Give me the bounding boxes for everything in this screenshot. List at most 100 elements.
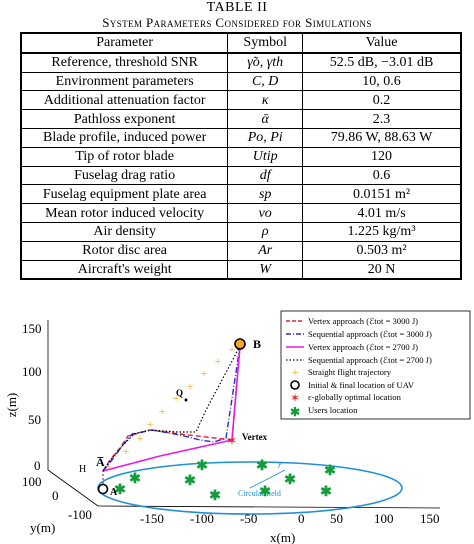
straight-flight-marker: + — [159, 404, 166, 418]
user-marker: ✱ — [324, 464, 336, 479]
legend-box — [280, 310, 471, 420]
x-tick-neg100: -100 — [190, 511, 214, 526]
circular-field-label: Circular field — [238, 489, 281, 498]
value-cell: 20 N — [302, 259, 462, 280]
straight-flight-marker: + — [173, 391, 180, 405]
legend-swatch-optimal-star-icon: ✶ — [290, 391, 300, 405]
x-axis-line — [97, 505, 441, 509]
param-cell: Rotor disc area — [20, 240, 229, 261]
vertex-label: Vertex — [242, 432, 268, 442]
x-tick-50: 50 — [330, 511, 343, 526]
value-cell: 120 — [302, 146, 462, 167]
user-marker: ✱ — [209, 489, 221, 504]
table-row: Additional attenuation factor κ 0.2 — [20, 90, 462, 111]
table-row: Aircraft's weight W 20 N — [20, 259, 462, 280]
point-b-marker — [234, 338, 246, 350]
param-cell: Tip of rotor blade — [20, 146, 229, 167]
value-cell: 79.86 W, 88.63 W — [302, 127, 462, 148]
x-tick-150: 150 — [420, 511, 440, 526]
y-tick-100: 100 — [22, 474, 42, 489]
y-axis-label: y(m) — [30, 520, 55, 535]
table-header-row: Parameter Symbol Value — [20, 32, 462, 54]
point-q-marker — [184, 398, 188, 402]
table-number: TABLE II — [206, 0, 268, 15]
point-a-bar-label: A̅ — [96, 455, 105, 469]
straight-flight-marker: + — [105, 459, 112, 473]
param-cell: Additional attenuation factor — [20, 90, 229, 111]
table-row: Blade profile, induced power Po, Pi 79.86 … — [20, 127, 462, 148]
symbol-cell: W — [227, 259, 304, 280]
param-cell: Aircraft's weight — [20, 259, 229, 280]
value-cell: 0.0151 m² — [302, 184, 462, 205]
param-cell: Fuselag drag ratio — [20, 165, 229, 186]
legend-label-vertex-3000: Vertex approach (ℰtot = 3000 J) — [308, 316, 418, 326]
legend-swatch-users-icon: ✱ — [290, 405, 300, 419]
symbol-cell: vo — [227, 203, 304, 223]
param-cell: Pathloss exponent — [20, 109, 229, 129]
legend-label-sequential-3000: Sequential approach (ℰtot = 3000 J) — [308, 329, 432, 339]
user-marker: ✱ — [259, 485, 271, 500]
symbol-cell: κ — [227, 90, 304, 111]
legend-label-vertex-2700: Vertex approach (ℰtot = 2700 J) — [308, 342, 418, 352]
table-row: Fuselag drag ratio df 0.6 — [20, 165, 462, 186]
y-tick-neg100: -100 — [68, 507, 92, 522]
x-tick-0: 0 — [298, 511, 305, 526]
legend-label-straight: Straight flight trajectory — [308, 367, 392, 377]
y-tick-0: 0 — [52, 488, 59, 503]
table-row: Mean rotor induced velocity vo 4.01 m/s — [20, 203, 462, 223]
point-a-marker — [97, 483, 109, 495]
param-cell: Reference, threshold SNR — [20, 52, 229, 73]
sequential-approach-2700-line — [102, 345, 241, 472]
sequential-approach-3000-line — [102, 345, 241, 472]
legend: Vertex approach (ℰtot = 3000 J) Sequenti… — [280, 310, 471, 420]
x-tick-100: 100 — [374, 511, 394, 526]
legend-swatch-straight: + — [292, 365, 299, 379]
x-tick-neg150: -150 — [140, 511, 164, 526]
parameters-table: Parameter Symbol Value Reference, thresh… — [20, 32, 462, 281]
param-cell: Fuselag equipment plate area — [20, 184, 229, 205]
symbol-cell: ᾱ — [227, 109, 304, 129]
param-cell: Blade profile, induced power — [20, 127, 229, 148]
z-tick-50: 50 — [28, 412, 41, 427]
straight-flight-marker: + — [229, 342, 236, 356]
straight-flight-marker: + — [123, 444, 130, 458]
z-tick-150: 150 — [22, 321, 42, 336]
legend-label-users: Users location — [308, 405, 358, 415]
table-row: Pathloss exponent ᾱ 2.3 — [20, 109, 462, 129]
value-cell: 1.225 kg/m³ — [302, 221, 462, 242]
user-marker: ✱ — [129, 472, 141, 487]
user-marker: ✱ — [256, 459, 268, 474]
x-axis-label: x(m) — [270, 530, 295, 544]
value-cell: 4.01 m/s — [302, 203, 462, 223]
user-marker: ✱ — [320, 485, 332, 500]
value-cell: 0.2 — [302, 90, 462, 111]
y-axis-line — [47, 469, 99, 507]
value-cell: 2.3 — [302, 109, 462, 129]
param-cell: Air density — [20, 221, 229, 242]
radius-label: r — [278, 460, 282, 470]
header-value: Value — [302, 32, 462, 54]
point-q-label: Q — [176, 388, 183, 398]
point-b-label: B — [253, 337, 261, 351]
user-marker: ✱ — [196, 459, 208, 474]
symbol-cell: ρ — [227, 221, 304, 242]
legend-swatch-initial-final-icon — [290, 380, 300, 390]
legend-label-optimal: ε-globally optimal location — [308, 392, 402, 402]
user-marker: ✱ — [184, 474, 196, 489]
straight-flight-marker: + — [187, 379, 194, 393]
table-row: Rotor disc area Ar 0.503 m² — [20, 240, 462, 261]
table-row: Environment parameters C, D 10, 0.6 — [20, 71, 462, 92]
field-radius-line — [249, 469, 286, 489]
symbol-cell: sp — [227, 184, 304, 205]
header-symbol: Symbol — [227, 32, 304, 54]
value-cell: 0.6 — [302, 165, 462, 186]
point-a-label: A — [110, 487, 118, 498]
table-row: Reference, threshold SNR γ̃o, γth 52.5 dB,… — [20, 52, 462, 73]
straight-flight-marker: + — [147, 417, 154, 431]
table-caption: System Parameters Considered for Simulat… — [102, 15, 372, 30]
symbol-cell: df — [227, 165, 304, 186]
straight-flight-marker: + — [201, 366, 208, 380]
param-cell: Mean rotor induced velocity — [20, 203, 229, 223]
z-tick-100: 100 — [22, 364, 42, 379]
symbol-cell: C, D — [227, 71, 304, 92]
